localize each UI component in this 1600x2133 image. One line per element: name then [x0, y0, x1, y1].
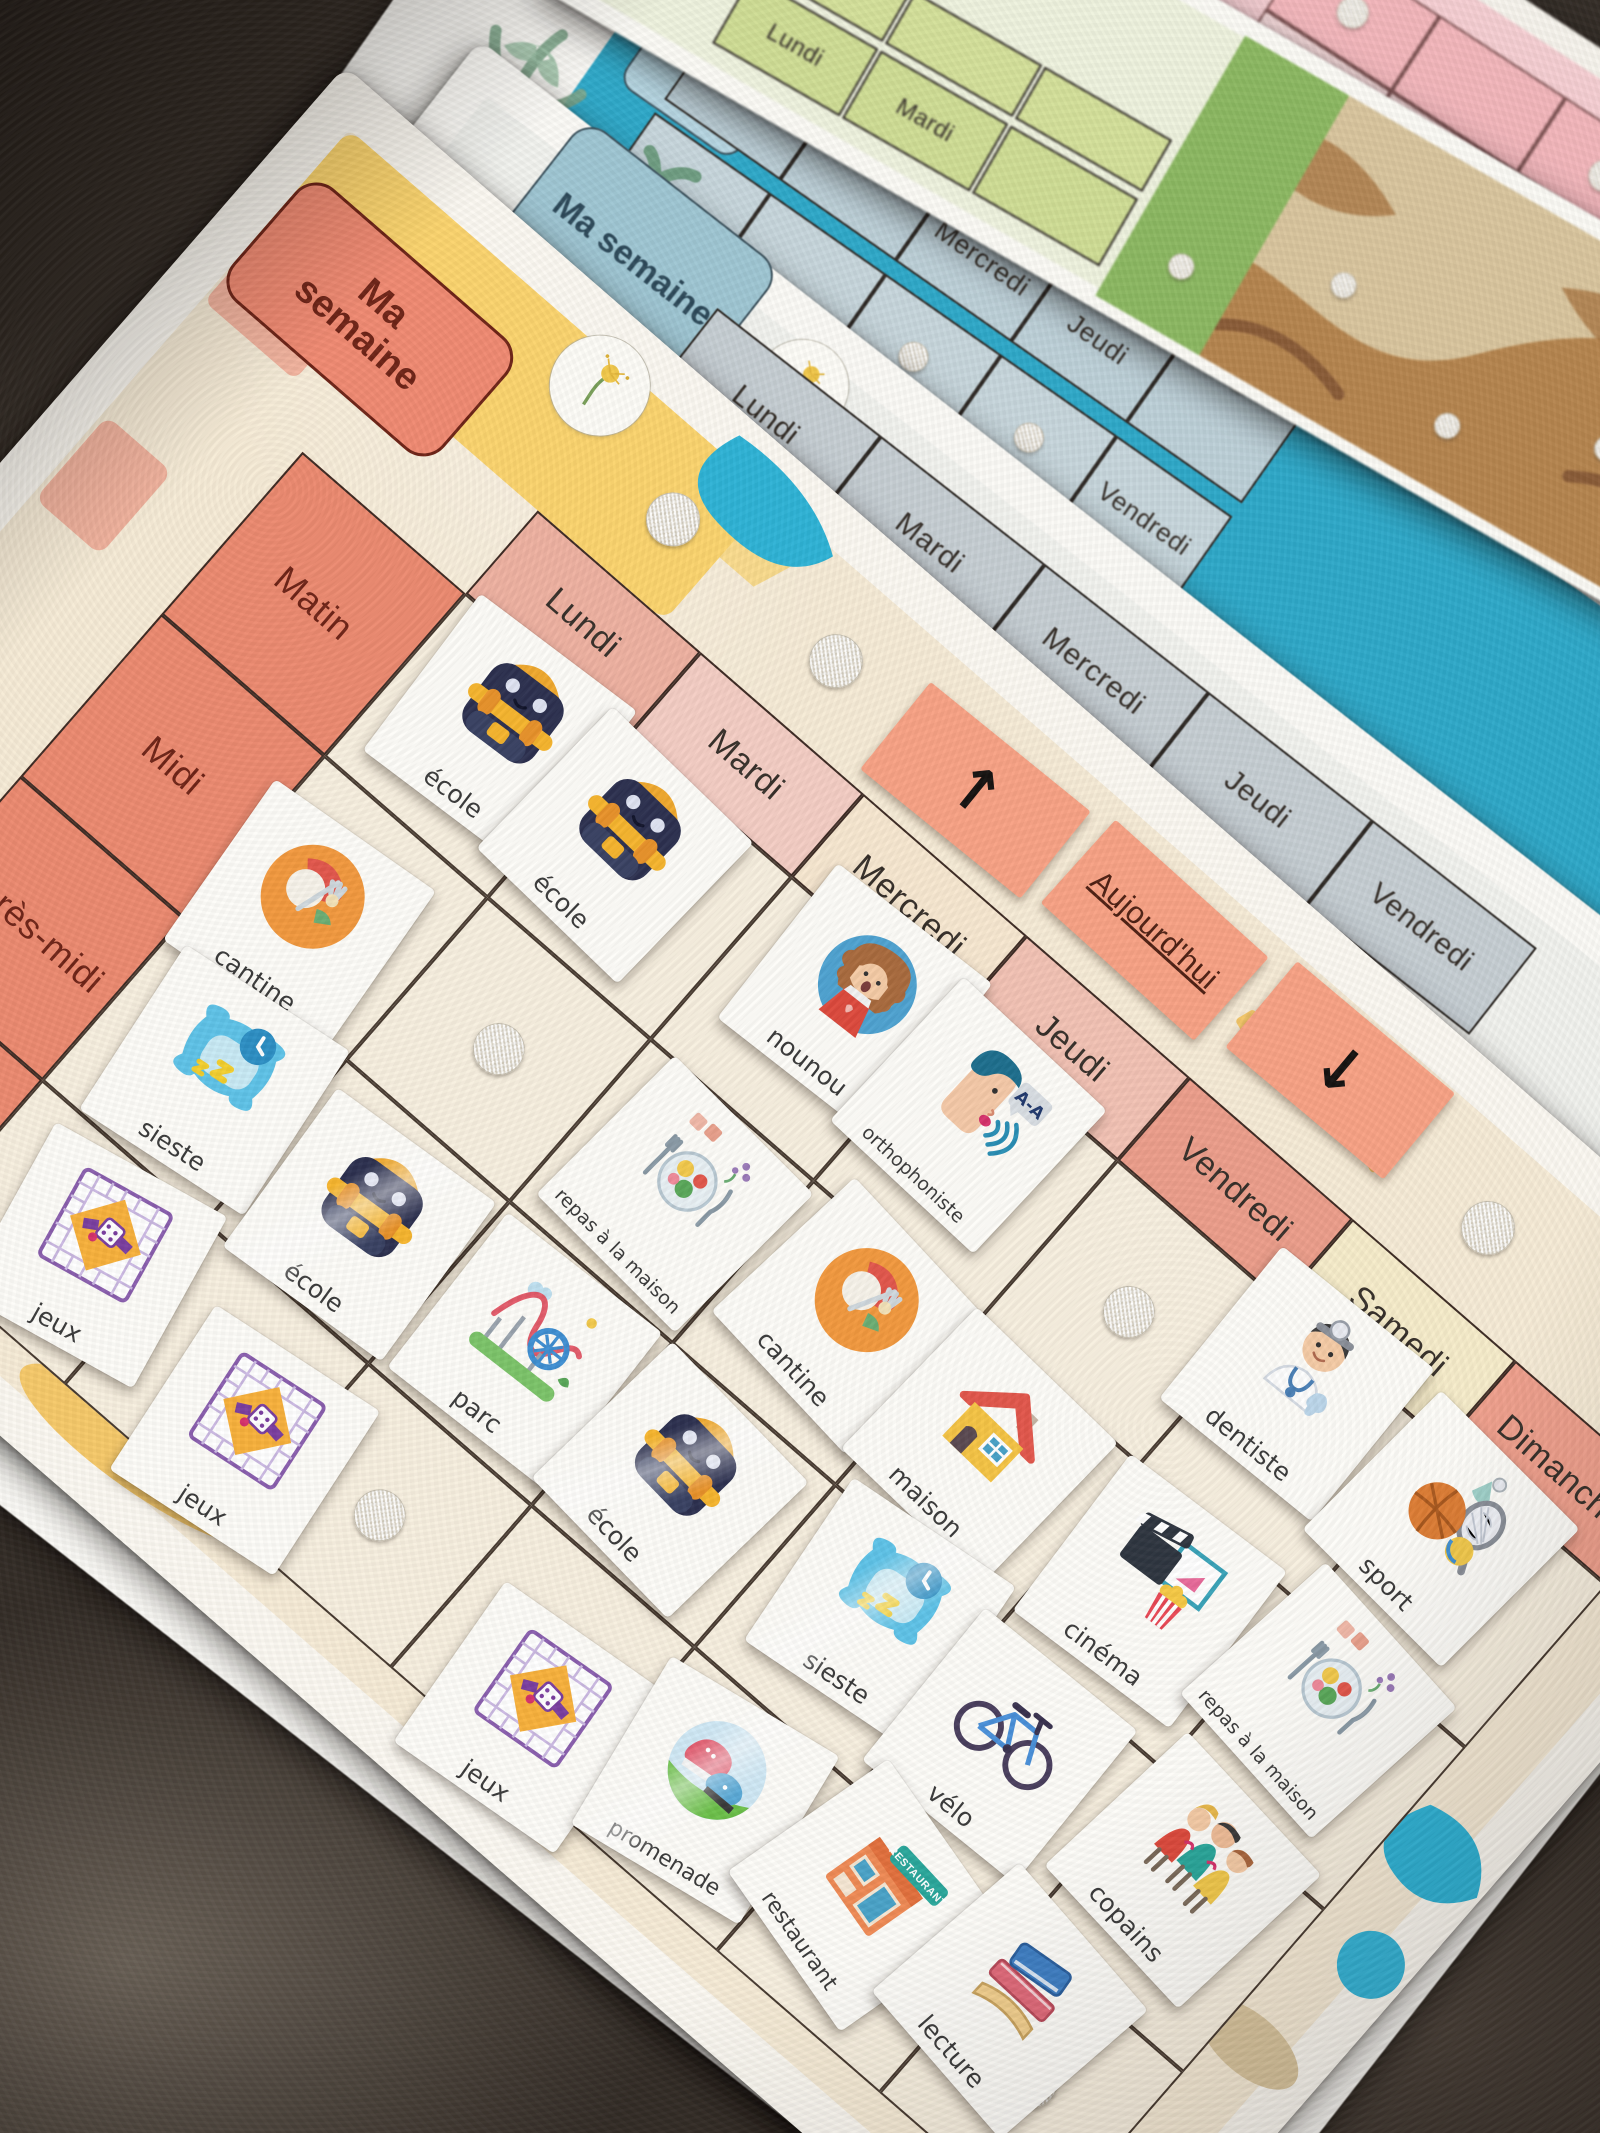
board-gray-day-jeudi-label: Jeudi: [1218, 763, 1297, 835]
row-label-Après-midi-label: Après-midi: [0, 853, 113, 1002]
row-label-Midi-label: Midi: [133, 727, 213, 804]
arrow-card-down-label: ↓: [1297, 1025, 1384, 1115]
arrow-card-up-label: ↑: [932, 745, 1019, 835]
row-label-Matin-label: Matin: [266, 557, 362, 649]
board-green-day-Lundi-label: Lundi: [761, 18, 829, 73]
day-header-mardi-label: Mardi: [700, 721, 792, 808]
board-green-day-Mardi-label: Mardi: [891, 92, 959, 148]
board-gray-day-vendredi-label: Vendredi: [1362, 876, 1480, 978]
